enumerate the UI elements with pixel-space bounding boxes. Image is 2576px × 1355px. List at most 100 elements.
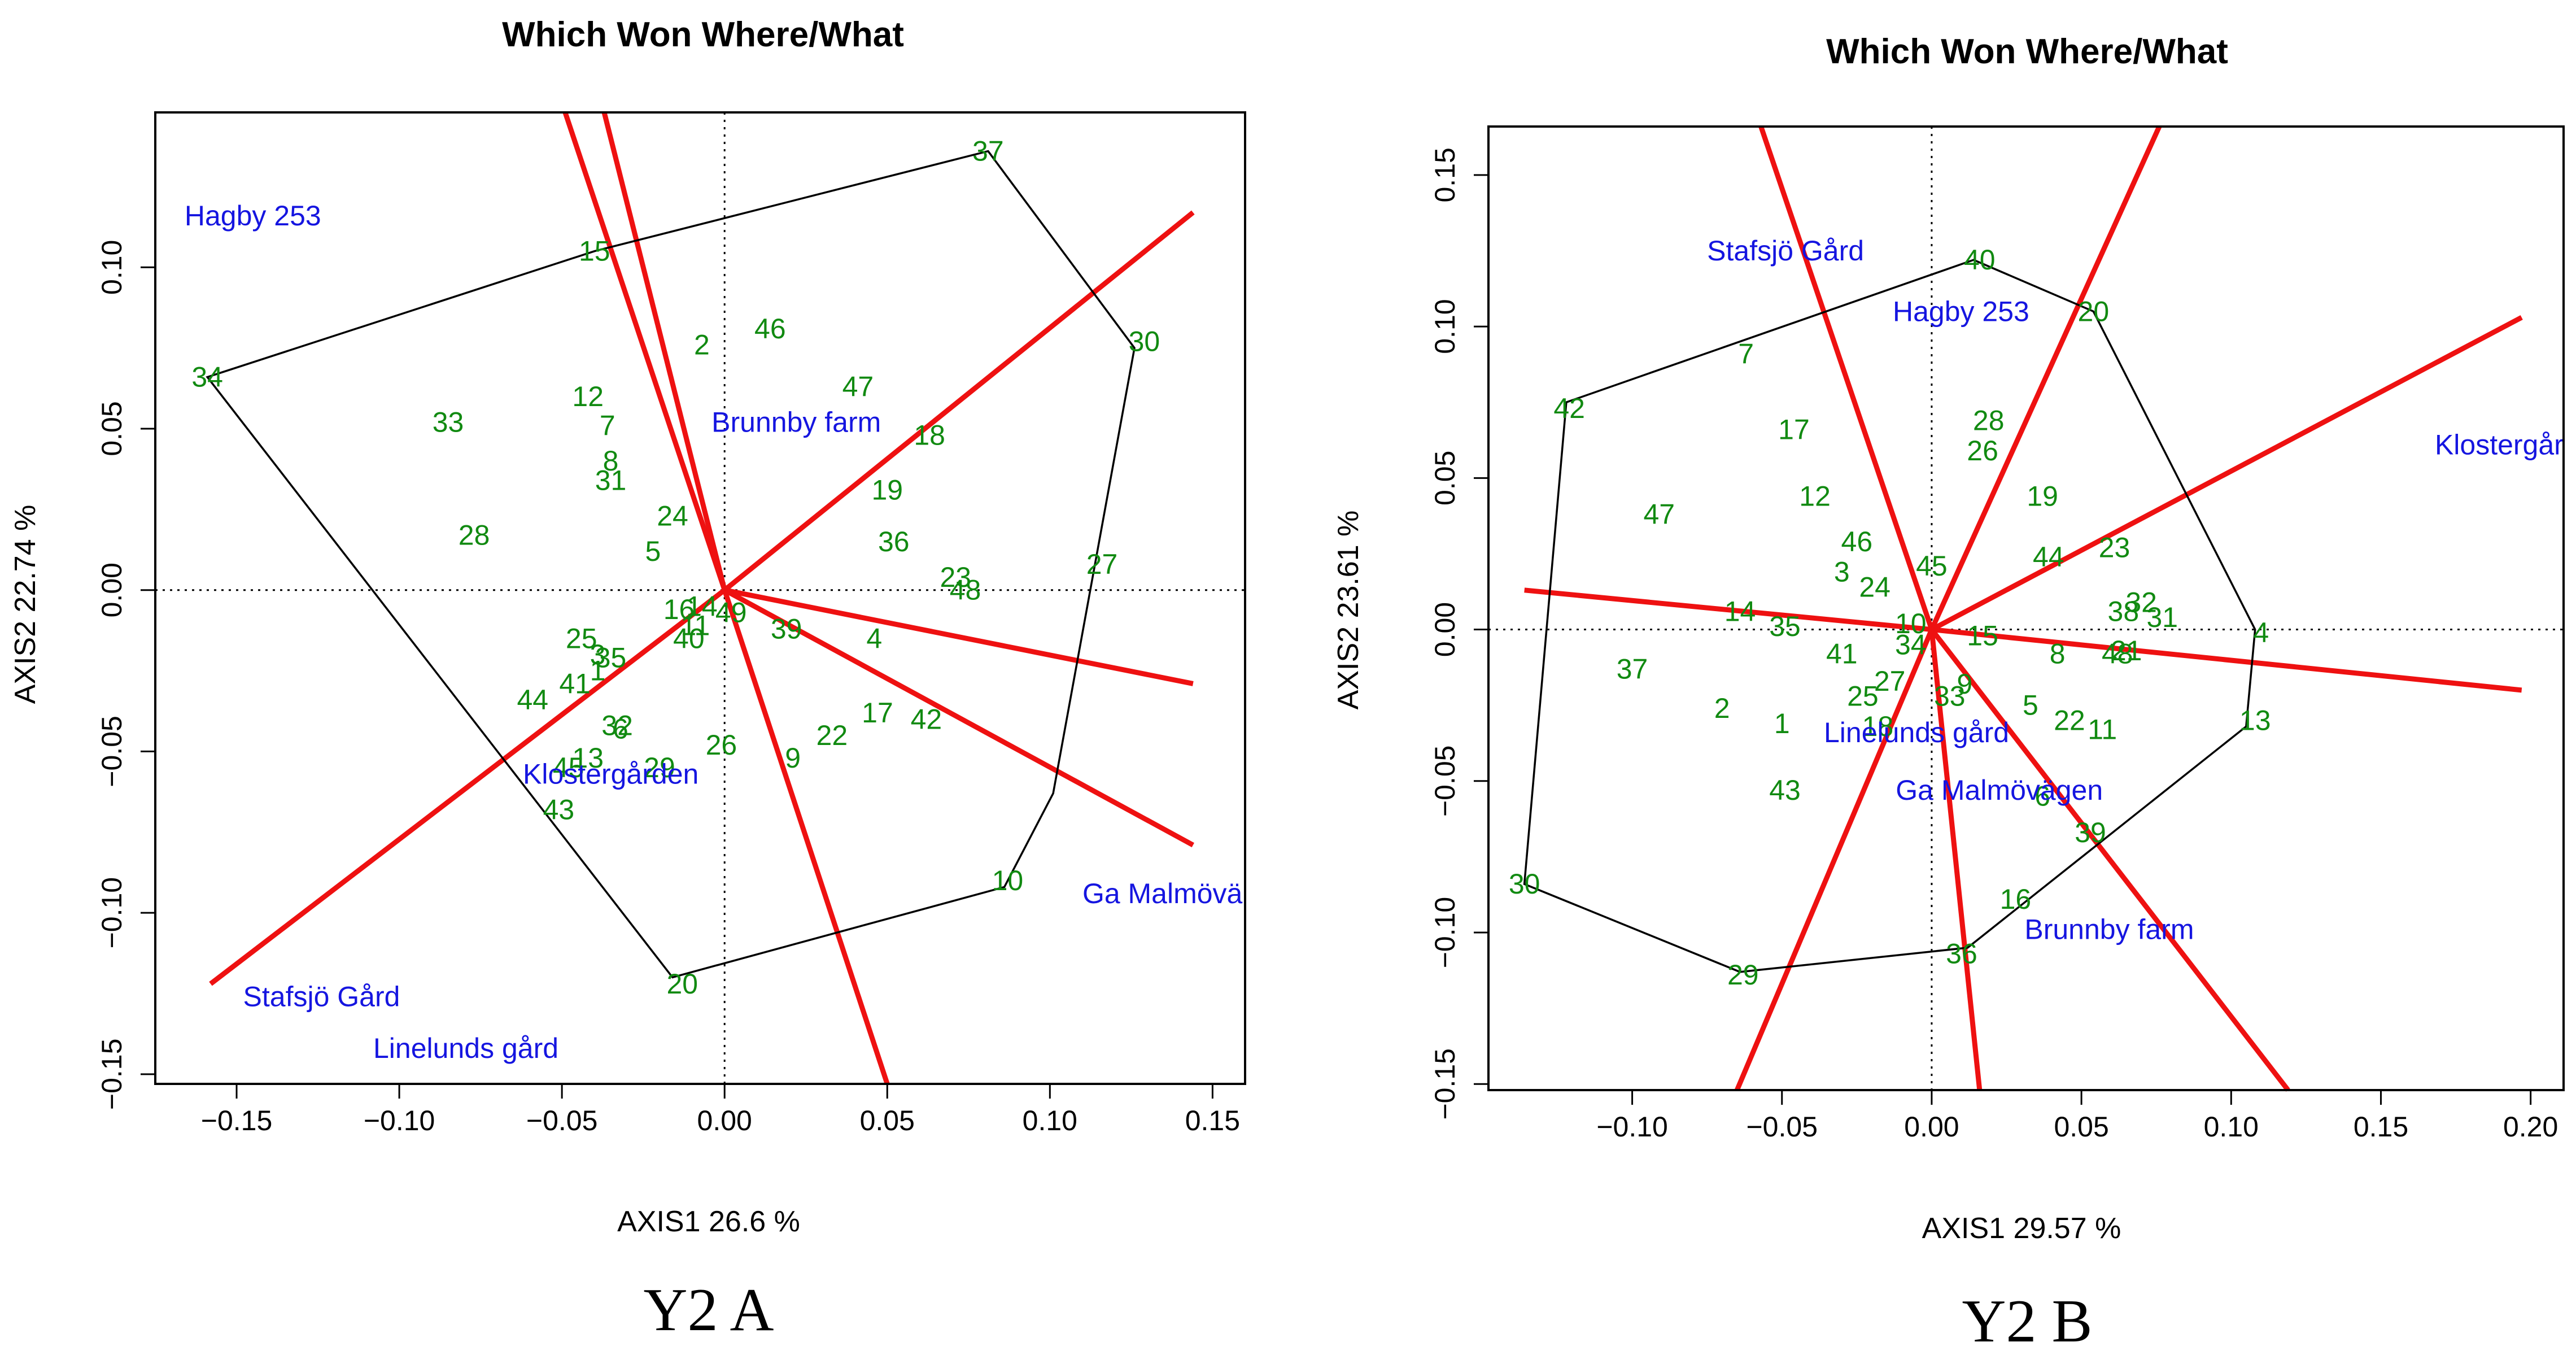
genotype-label: 25 <box>1847 681 1879 712</box>
y-tick-label: 0.10 <box>1429 299 1461 354</box>
genotype-label: 17 <box>862 697 893 729</box>
environment-label: Hagby 253 <box>1893 295 2029 327</box>
y-axis-title: AXIS2 22.74 % <box>9 505 42 704</box>
genotype-label: 46 <box>1841 526 1873 557</box>
genotype-label: 43 <box>1769 774 1801 806</box>
genotype-label: 37 <box>1617 653 1648 685</box>
genotype-label: 12 <box>1799 481 1831 512</box>
environment-label: Brunnby farm <box>2024 914 2194 946</box>
genotype-label: 27 <box>1874 665 1906 697</box>
genotype-label: 5 <box>645 535 661 567</box>
genotype-label: 27 <box>1086 548 1118 580</box>
environment-label: Klostergården <box>523 758 698 790</box>
convex-hull-polygon <box>1523 259 2256 973</box>
genotype-label: 42 <box>1553 393 1585 424</box>
panel-caption: Y2 A <box>643 1276 774 1344</box>
sector-ray <box>601 111 727 591</box>
genotype-label: 17 <box>1778 413 1810 445</box>
genotype-label: 48 <box>950 574 981 606</box>
y-tick-label: −0.10 <box>1429 897 1461 969</box>
genotype-label: 21 <box>2111 635 2142 666</box>
x-axis-title: AXIS1 29.57 % <box>1922 1212 2121 1245</box>
genotype-label: 19 <box>2027 481 2058 512</box>
y-tick-label: 0.15 <box>1429 147 1461 202</box>
sector-ray <box>209 588 726 986</box>
genotype-label: 44 <box>517 684 548 716</box>
y-tick-label: 0.00 <box>1429 602 1461 657</box>
y-tick-label: 0.05 <box>96 401 128 456</box>
genotype-label: 7 <box>600 409 615 441</box>
genotype-label: 11 <box>680 610 710 642</box>
genotype-label: 22 <box>2054 704 2085 736</box>
environment-label: Klostergår <box>2435 429 2564 460</box>
y-tick-label: −0.10 <box>96 877 128 949</box>
genotype-label: 8 <box>603 445 619 477</box>
sector-ray <box>1524 587 1932 633</box>
genotype-label: 6 <box>2034 781 2050 812</box>
genotype-label: 34 <box>1895 629 1927 660</box>
y-axis-title: AXIS2 23.61 % <box>1332 511 1365 710</box>
genotype-label: 45 <box>1916 550 1948 582</box>
y-tick-label: 0.05 <box>1429 451 1461 506</box>
genotype-label: 28 <box>1973 404 2005 436</box>
genotype-label: 18 <box>1862 711 1894 742</box>
plot-frame <box>1487 125 2565 1091</box>
environment-label: Brunnby farm <box>711 407 881 438</box>
genotype-label: 33 <box>433 407 464 438</box>
genotype-label: 23 <box>2099 532 2130 564</box>
y-tick-label: −0.15 <box>96 1039 128 1110</box>
y-tick-label: 0.10 <box>96 240 128 295</box>
sector-ray <box>1735 628 1935 1091</box>
genotype-label: 36 <box>1946 938 1977 970</box>
genotype-label: 25 <box>566 622 597 654</box>
genotype-label: 14 <box>1724 595 1756 627</box>
x-tick-label: −0.10 <box>1596 1111 1668 1143</box>
genotype-label: 24 <box>1859 571 1890 603</box>
genotype-label: 11 <box>2088 714 2117 746</box>
genotype-label: 40 <box>1964 244 1996 276</box>
genotype-label: 39 <box>2075 817 2106 848</box>
genotype-label: 6 <box>613 713 628 744</box>
x-axis-title: AXIS1 26.6 % <box>617 1205 800 1238</box>
genotype-label: 49 <box>715 597 747 629</box>
sector-ray <box>1929 629 1983 1091</box>
genotype-label: 15 <box>579 236 610 267</box>
convex-hull-polygon <box>206 150 1136 979</box>
chart-title: Which Won Where/What <box>502 15 904 54</box>
x-tick-label: −0.15 <box>201 1105 273 1136</box>
genotype-label: 26 <box>706 729 737 761</box>
sector-ray <box>1758 125 1935 630</box>
genotype-label: 47 <box>842 371 874 403</box>
genotype-label: 20 <box>2078 295 2110 327</box>
genotype-label: 32 <box>2125 586 2157 618</box>
sector-ray <box>722 589 890 1085</box>
genotype-label: 30 <box>1129 326 1160 358</box>
genotype-label: 9 <box>785 742 801 774</box>
genotype-label: 2 <box>694 329 710 360</box>
genotype-label: 18 <box>914 419 945 451</box>
x-tick-label: 0.10 <box>1023 1105 1077 1136</box>
genotype-label: 19 <box>871 474 903 506</box>
genotype-label: 43 <box>543 794 575 825</box>
y-tick-label: 0.00 <box>96 563 128 617</box>
genotype-label: 13 <box>2239 704 2271 736</box>
sector-ray <box>1931 627 2522 693</box>
genotype-label: 26 <box>1967 435 1998 467</box>
genotype-label: 32 <box>601 710 633 742</box>
genotype-label: 4 <box>866 622 882 654</box>
environment-label: Stafsjö Gård <box>243 981 400 1013</box>
plot-frame <box>154 111 1246 1085</box>
genotype-label: 10 <box>992 865 1024 896</box>
genotype-label: 30 <box>1509 868 1540 900</box>
sector-ray <box>1930 315 2523 632</box>
genotype-label: 22 <box>817 720 848 751</box>
genotype-label: 24 <box>657 500 688 531</box>
genotype-label: 4 <box>2253 617 2269 648</box>
genotype-label: 45 <box>553 752 584 783</box>
genotype-label: 28 <box>459 520 490 551</box>
environment-label: Linelunds gård <box>373 1032 558 1064</box>
genotype-label: 8 <box>2050 638 2066 669</box>
genotype-label: 41 <box>559 668 591 699</box>
